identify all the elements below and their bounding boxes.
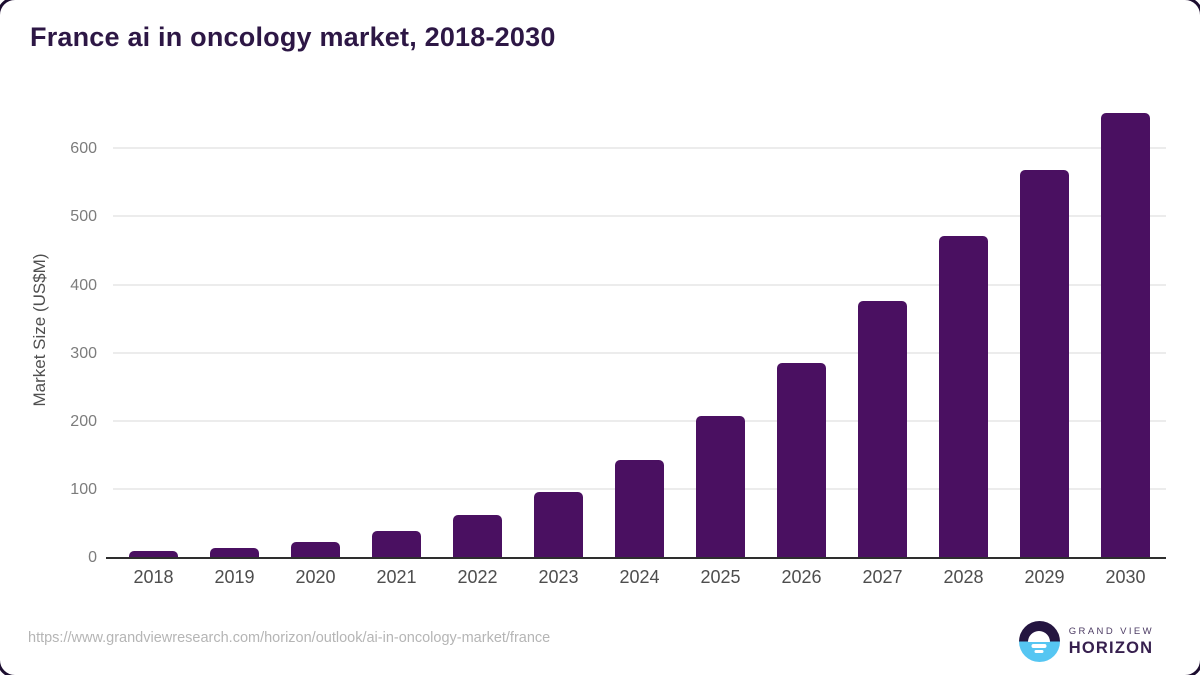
- x-axis-tick-labels: 2018 2019 2020 2021 2022 2023 2024 2025 2026 2027…: [113, 567, 1166, 588]
- logo-text: GRAND VIEW HORIZON: [1069, 626, 1154, 658]
- bar-column-2021: [356, 105, 437, 558]
- x-tick-label-2028: 2028: [943, 567, 984, 587]
- bar-2018: [129, 551, 178, 558]
- bar-column-2022: [437, 105, 518, 558]
- logo-brand-name: GRAND VIEW: [1068, 625, 1154, 637]
- grand-view-horizon-logo: GRAND VIEW HORIZON: [1018, 621, 1154, 662]
- bar-2030: [1101, 113, 1150, 558]
- y-tick-label-500: 500: [70, 208, 97, 226]
- x-axis-line: [106, 557, 1166, 559]
- y-tick-label-300: 300: [70, 344, 97, 362]
- x-tick-label-2023: 2023: [538, 567, 579, 587]
- bars-layer: [113, 105, 1166, 558]
- x-tick-label-2030: 2030: [1105, 567, 1146, 587]
- x-tick-label-2019: 2019: [214, 567, 255, 587]
- sun-reflection-line-2: [1034, 649, 1044, 653]
- bar-2023: [534, 491, 583, 558]
- bar-column-2018: [113, 105, 194, 558]
- x-tick-label-2021: 2021: [376, 567, 417, 587]
- chart-title: France ai in oncology market, 2018-2030: [30, 22, 556, 52]
- bar-column-2026: [761, 105, 842, 558]
- y-tick-label-200: 200: [70, 412, 97, 430]
- bar-column-2024: [599, 105, 680, 558]
- sun-dome-shape: [1028, 630, 1051, 642]
- bar-2024: [615, 459, 664, 558]
- bar-2027: [858, 301, 907, 558]
- bar-2026: [777, 363, 826, 558]
- sun-reflection-line-1: [1031, 644, 1047, 648]
- gridline-500: [113, 215, 1166, 218]
- bar-column-2029: [1004, 105, 1085, 558]
- logo-product-name: HORIZON: [1068, 638, 1154, 657]
- bar-2022: [453, 515, 502, 558]
- y-tick-label-100: 100: [70, 480, 97, 498]
- bar-column-2023: [518, 105, 599, 558]
- x-tick-label-2029: 2029: [1024, 567, 1065, 587]
- x-tick-label-2022: 2022: [457, 567, 498, 587]
- bar-column-2027: [842, 105, 923, 558]
- bar-2020: [291, 542, 340, 558]
- source-url-text: https://www.grandviewresearch.com/horizo…: [28, 630, 551, 646]
- bar-column-2020: [275, 105, 356, 558]
- bar-column-2028: [923, 105, 1004, 558]
- x-tick-label-2025: 2025: [700, 567, 741, 587]
- bar-2019: [210, 548, 259, 558]
- gridline-400: [113, 283, 1166, 286]
- x-tick-label-2020: 2020: [295, 567, 336, 587]
- horizon-sun-icon: [1018, 621, 1060, 662]
- gridline-600: [113, 147, 1166, 150]
- bar-2028: [939, 235, 988, 558]
- plot-area: [106, 105, 1166, 559]
- bar-2025: [696, 416, 745, 558]
- bar-2021: [372, 531, 421, 558]
- y-tick-label-600: 600: [70, 140, 97, 158]
- x-tick-label-2024: 2024: [619, 567, 660, 587]
- y-axis-tick-labels: 0 100 200 300 400 500 600: [0, 105, 97, 566]
- x-tick-label-2027: 2027: [862, 567, 903, 587]
- x-tick-label-2018: 2018: [133, 567, 174, 587]
- gridline-200: [113, 419, 1166, 422]
- bar-column-2030: [1085, 105, 1166, 558]
- y-tick-label-400: 400: [70, 276, 97, 294]
- bar-column-2025: [680, 105, 761, 558]
- gridline-300: [113, 351, 1166, 354]
- y-tick-label-0: 0: [88, 549, 97, 566]
- x-tick-label-2026: 2026: [781, 567, 822, 587]
- bar-column-2019: [194, 105, 275, 558]
- bar-2029: [1020, 169, 1069, 558]
